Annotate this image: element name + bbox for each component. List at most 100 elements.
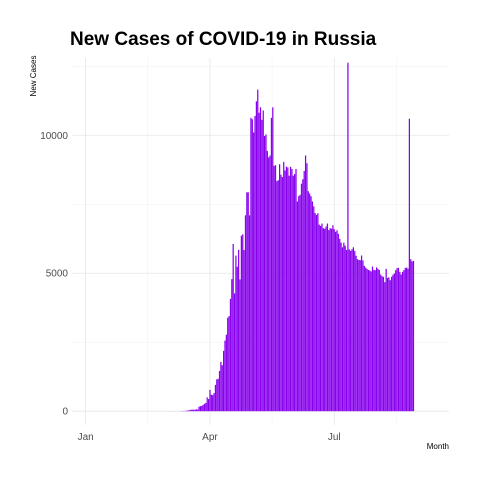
bar (197, 409, 199, 412)
bar (285, 166, 288, 412)
y-tick-labels: 0 5000 10000 (40, 131, 68, 418)
bar (356, 259, 359, 412)
bar (263, 135, 266, 412)
bar (206, 397, 208, 412)
bar (273, 165, 275, 412)
bar (248, 215, 251, 412)
bar (382, 276, 385, 412)
bar (239, 279, 241, 412)
bar (369, 270, 371, 412)
bar (388, 277, 390, 412)
bar (333, 229, 335, 412)
bar (371, 266, 374, 412)
bar (350, 250, 352, 412)
bar (270, 117, 273, 412)
bar (384, 282, 386, 412)
bar (253, 132, 255, 412)
bar (207, 399, 210, 412)
bar (268, 157, 270, 412)
bar (393, 273, 395, 412)
bar (195, 409, 197, 412)
bar (258, 112, 260, 412)
bar (314, 213, 316, 412)
bar (199, 406, 202, 412)
x-tick-labels: Jan Apr Jul (78, 432, 341, 443)
bar (231, 279, 233, 412)
bar (250, 117, 252, 412)
bar (225, 334, 227, 412)
bar (375, 267, 378, 412)
bar (205, 402, 207, 412)
bar (351, 249, 353, 412)
bar (362, 260, 364, 412)
bar (276, 181, 278, 412)
bar (212, 395, 214, 412)
bar (259, 107, 262, 412)
x-tick-label: Jul (328, 432, 341, 443)
bar (329, 228, 331, 412)
bar (309, 193, 311, 412)
bar (336, 230, 338, 412)
y-tick-label: 0 (62, 407, 68, 418)
bar (399, 271, 401, 412)
bar (391, 276, 393, 412)
bar (217, 378, 219, 412)
bar (359, 260, 361, 412)
bar (395, 270, 397, 412)
bar (335, 231, 337, 412)
bar (266, 150, 268, 412)
bar (203, 403, 206, 412)
bar (224, 340, 226, 412)
bar (289, 166, 292, 412)
bar (227, 317, 229, 412)
bar (370, 271, 372, 412)
bar (299, 194, 301, 412)
chart-title: New Cases of COVID-19 in Russia (70, 29, 377, 50)
bar (401, 271, 404, 412)
bar (274, 165, 277, 412)
bar (403, 270, 405, 412)
bar (348, 249, 350, 412)
bar (186, 410, 188, 412)
bar (341, 247, 344, 412)
y-tick-label: 5000 (46, 269, 69, 280)
bar (294, 174, 296, 412)
bar (400, 274, 402, 412)
bar (261, 119, 263, 412)
bar (306, 163, 308, 412)
bar (295, 168, 297, 412)
bar (318, 224, 320, 412)
bar (232, 243, 234, 412)
bar (365, 267, 367, 412)
bar (192, 409, 195, 412)
bar (238, 249, 240, 412)
bar (251, 119, 253, 412)
bar (366, 268, 368, 412)
bar (389, 280, 391, 412)
bar (220, 361, 222, 412)
bar (339, 238, 341, 412)
bar (298, 196, 300, 412)
bar (317, 213, 319, 412)
bar (187, 410, 189, 412)
x-axis-title: Month (427, 442, 449, 451)
bar (374, 270, 376, 412)
bar (354, 250, 356, 412)
bar (322, 228, 324, 412)
bar (221, 365, 223, 412)
bar (216, 379, 218, 412)
bar (315, 214, 318, 412)
bar (201, 405, 203, 412)
bar (279, 164, 281, 412)
bar (254, 115, 256, 412)
bar (313, 206, 315, 412)
bar (344, 245, 346, 412)
bar (380, 274, 382, 412)
bar (408, 118, 410, 412)
bar (410, 259, 412, 412)
bar (281, 177, 283, 412)
bar (191, 409, 193, 412)
bar (392, 274, 394, 412)
bar (244, 215, 247, 412)
